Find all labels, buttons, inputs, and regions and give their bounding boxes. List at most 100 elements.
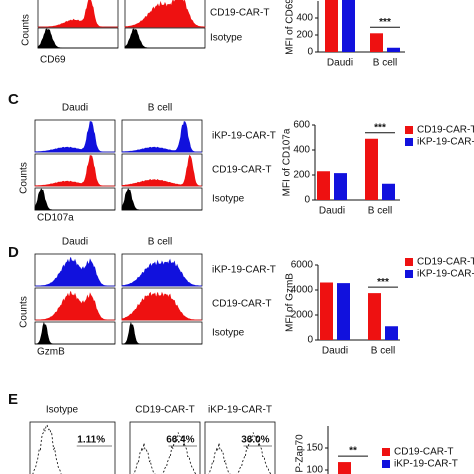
significance: *** [377, 277, 389, 288]
histogram [122, 321, 202, 345]
y-tick-label: 100 [306, 465, 323, 474]
legend-label: iKP-19-CAR-T [394, 459, 458, 470]
label: Counts [19, 162, 30, 194]
label: Isotype [212, 328, 245, 339]
bar [334, 173, 347, 200]
bar [370, 33, 383, 52]
histogram [38, 0, 118, 28]
histogram-frame [34, 153, 116, 187]
histogram [121, 291, 202, 321]
label: B cell [148, 103, 172, 114]
histogram [121, 258, 203, 287]
bar [365, 138, 378, 200]
significance: *** [379, 17, 391, 28]
y-tick-label: 400 [296, 13, 313, 24]
label: Isotype [212, 194, 245, 205]
legend-swatch [405, 270, 413, 278]
y-tick-label: 150 [306, 443, 323, 454]
significance: *** [374, 122, 386, 133]
y-tick-label: 4000 [291, 285, 314, 296]
figure-body: C D E CD19-CAR-T Isotype Counts CD69 Daudi B … [8, 0, 474, 474]
histogram-frame [34, 119, 116, 153]
label: Counts [21, 14, 32, 46]
y-axis-label: MFI of CD107a [282, 128, 293, 196]
bar [342, 0, 355, 52]
y-axis-label: of P-Zap70 [295, 434, 306, 474]
histogram [37, 28, 118, 49]
legend-swatch [405, 258, 413, 266]
histogram [35, 257, 115, 287]
y-tick-label: 6000 [291, 260, 314, 271]
histogram [207, 432, 272, 474]
histogram [35, 321, 115, 345]
legend-label: CD19-CAR-T [417, 257, 474, 268]
legend-label: iKP-19-CAR-T [417, 269, 474, 280]
y-tick-label: 200 [296, 30, 313, 41]
histogram [124, 28, 205, 49]
histogram [121, 188, 202, 211]
legend-swatch [382, 460, 390, 468]
label: Daudi [62, 103, 88, 114]
y-axis-label: MFI of GzmB [285, 273, 296, 332]
label: CD107a [37, 213, 74, 224]
y-tick-label: 600 [293, 120, 310, 131]
label: Counts [19, 296, 30, 328]
y-tick-label: 2000 [291, 310, 314, 321]
x-tick-label: Daudi [322, 346, 348, 357]
histogram [121, 154, 202, 187]
bar [368, 293, 381, 340]
panel-letter: C [8, 91, 19, 108]
y-axis-label: MFI of CD69 [285, 0, 296, 55]
label: Isotype [46, 405, 79, 416]
legend-label: CD19-CAR-T [417, 125, 474, 136]
x-tick-label: B cell [373, 58, 397, 69]
label: 36.0% [241, 435, 269, 446]
x-tick-label: B cell [371, 346, 395, 357]
bar [338, 462, 351, 474]
histogram [132, 432, 197, 474]
histogram [35, 291, 115, 321]
bar [317, 171, 330, 200]
legend-swatch [405, 126, 413, 134]
legend-swatch [382, 448, 390, 456]
panel-letter: E [8, 391, 18, 408]
y-tick-label: 400 [293, 145, 310, 156]
label: B cell [148, 237, 172, 248]
histogram [34, 188, 115, 211]
y-tick-label: 0 [307, 335, 313, 346]
histogram-frame [204, 421, 276, 474]
label: GzmB [37, 347, 65, 358]
bar [337, 283, 350, 340]
label: 1.11% [77, 435, 105, 446]
bar [320, 282, 333, 340]
bar [382, 183, 395, 200]
histogram [34, 155, 115, 187]
histogram-frame [129, 421, 201, 474]
histogram [124, 0, 206, 28]
label: CD19-CAR-T [210, 8, 269, 19]
bar [387, 47, 400, 52]
histogram [34, 121, 115, 153]
label: iKP-19-CAR-T [212, 265, 276, 276]
x-tick-label: Daudi [327, 58, 353, 69]
bar [325, 0, 338, 52]
label: CD19-CAR-T [135, 405, 194, 416]
legend-label: CD19-CAR-T [394, 447, 453, 458]
label: iKP-19-CAR-T [212, 131, 276, 142]
y-tick-label: 0 [307, 47, 313, 58]
label: 66.4% [166, 435, 194, 446]
x-tick-label: Daudi [319, 206, 345, 217]
histogram-frame [29, 421, 116, 474]
histogram [32, 424, 62, 474]
y-tick-label: 0 [304, 195, 310, 206]
legend-label: iKP-19-CAR-T [417, 137, 474, 148]
legend-swatch [405, 138, 413, 146]
label: Isotype [210, 33, 243, 44]
label: iKP-19-CAR-T [208, 405, 272, 416]
label: Daudi [62, 237, 88, 248]
histogram [121, 121, 202, 153]
panel-letter: D [8, 244, 19, 261]
bar [385, 326, 398, 340]
